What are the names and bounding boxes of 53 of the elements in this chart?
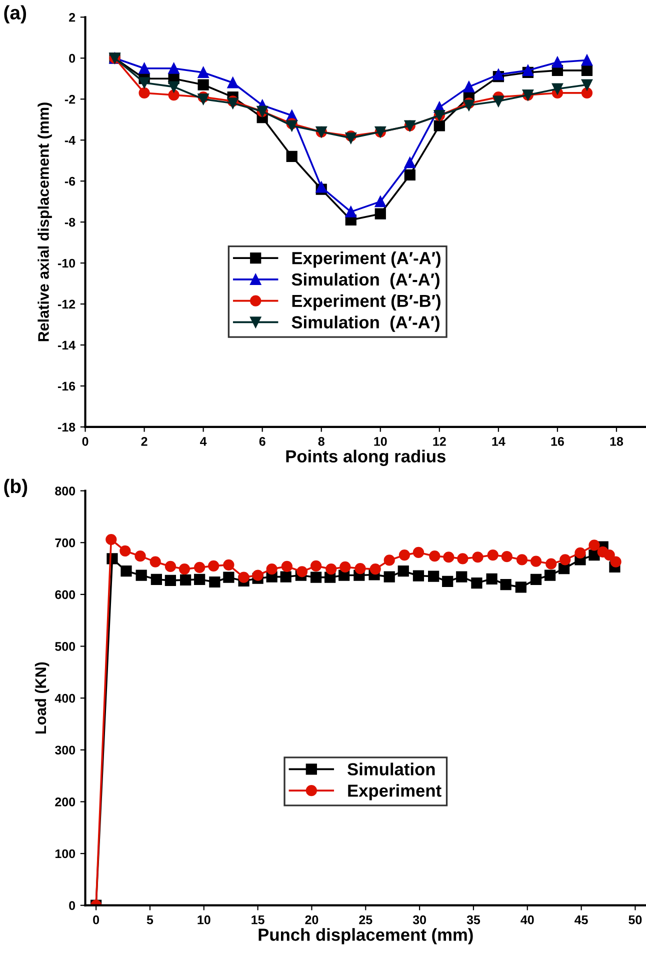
y-tick-label: -18 xyxy=(58,422,76,432)
legend-label: Simulation xyxy=(348,762,435,776)
x-tick-label: 40 xyxy=(520,915,534,924)
x-tick-label: 30 xyxy=(412,915,426,924)
y-tick-label: -16 xyxy=(58,382,76,391)
legend-label: Simulation (A′-A′) xyxy=(292,272,440,290)
x-axis-title: Points along radius xyxy=(286,450,446,466)
y-tick-label: -2 xyxy=(64,94,76,104)
y-tick-label: -14 xyxy=(58,340,76,350)
y-tick-label: -6 xyxy=(64,176,76,186)
x-tick-label: 16 xyxy=(551,436,564,446)
x-tick-label: 18 xyxy=(610,436,624,446)
y-tick-label: 400 xyxy=(54,694,76,703)
x-tick-label: 6 xyxy=(259,436,266,446)
y-tick-label: -8 xyxy=(64,218,76,227)
x-tick-label: 0 xyxy=(93,915,100,924)
x-tick-label: 25 xyxy=(359,915,372,924)
y-tick-label: 2 xyxy=(69,12,76,22)
y-tick-label: -12 xyxy=(58,300,76,309)
x-tick-label: 10 xyxy=(374,436,387,446)
x-tick-label: 4 xyxy=(200,437,207,446)
y-tick-label: 500 xyxy=(55,642,76,651)
x-tick-label: 10 xyxy=(198,915,210,924)
y-tick-label: -4 xyxy=(64,136,76,145)
legend-label: Experiment (A′-A′) xyxy=(292,252,440,268)
x-tick-label: 15 xyxy=(252,916,264,924)
y-axis-title: Relative axial displacement (mm) xyxy=(38,102,52,342)
y-tick-label: 600 xyxy=(55,590,76,600)
y-tick-label: 300 xyxy=(54,746,76,755)
x-tick-label: 50 xyxy=(628,915,642,924)
x-axis-title: Punch displacement (mm) xyxy=(258,928,473,944)
x-tick-label: 8 xyxy=(318,436,324,446)
legend-label: Experiment (B′-B′) xyxy=(292,294,440,310)
legend-label: Simulation (A′-A′) xyxy=(292,316,440,332)
y-tick-label: 200 xyxy=(55,798,76,806)
x-tick-label: 12 xyxy=(433,436,446,446)
x-tick-label: 5 xyxy=(146,916,154,924)
text: (b) xyxy=(4,478,28,497)
y-tick-label: -10 xyxy=(58,258,76,268)
legend-label: Experiment xyxy=(348,784,442,800)
y-tick-label: 0 xyxy=(69,901,76,910)
x-tick-label: 45 xyxy=(574,916,588,924)
x-tick-label: 2 xyxy=(141,436,148,446)
y-tick-label: 700 xyxy=(55,538,76,548)
x-tick-label: 35 xyxy=(466,915,480,924)
x-tick-label: 0 xyxy=(82,436,88,446)
y-tick-label: 100 xyxy=(55,849,76,858)
y-tick-label: 800 xyxy=(55,486,76,496)
text: (a) xyxy=(4,5,26,24)
y-tick-label: 0 xyxy=(69,54,76,63)
y-axis-title: Load (KN) xyxy=(34,662,50,734)
x-tick-label: 20 xyxy=(305,915,318,924)
x-tick-label: 14 xyxy=(492,437,506,446)
